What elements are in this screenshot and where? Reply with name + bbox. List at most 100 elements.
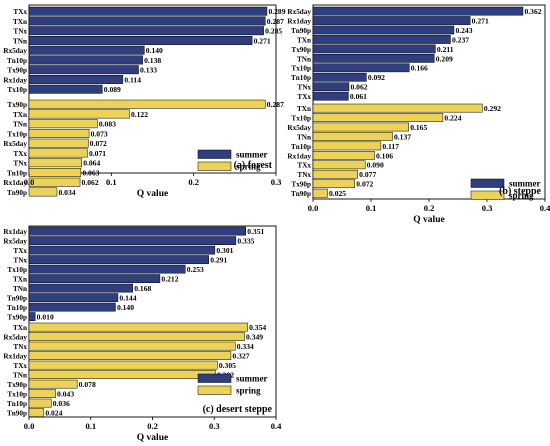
category-label: Rx1day [3, 228, 27, 236]
data-label: 0.292 [484, 104, 501, 113]
bar [28, 6, 268, 16]
category-label: TXn [13, 276, 27, 284]
category-label: TNx [297, 171, 311, 179]
category-label: Tx90p [7, 101, 27, 109]
legend: summer spring [197, 374, 268, 396]
x-tick-label: 0.2 [147, 421, 158, 431]
bar [312, 132, 393, 141]
category-label: Tx90p [7, 67, 27, 75]
category-label: TXx [13, 8, 27, 16]
data-label: 0.168 [134, 284, 151, 293]
data-label: 0.137 [394, 132, 411, 141]
data-label: 0.140 [117, 303, 134, 312]
bar [312, 151, 375, 160]
data-label: 0.211 [437, 45, 454, 54]
legend-entry: spring [509, 191, 534, 201]
category-label: Tx90p [291, 46, 311, 54]
category-label: Tn10p [7, 304, 27, 312]
bar [28, 119, 98, 129]
data-label: 0.224 [444, 113, 461, 122]
category-label: Tn90p [7, 189, 27, 197]
bar [28, 360, 218, 370]
data-label: 0.089 [104, 85, 121, 94]
bar [28, 379, 78, 389]
category-label: TXn [297, 36, 311, 44]
data-label: 0.351 [247, 227, 264, 236]
data-label: 0.062 [82, 178, 99, 187]
x-axis-label: Q value [137, 433, 168, 443]
bar [28, 312, 36, 321]
data-label: 0.063 [82, 168, 99, 177]
category-label: TNn [13, 372, 27, 380]
x-axis-label: Q value [137, 189, 168, 199]
data-label: 0.106 [376, 151, 393, 160]
bar [28, 26, 264, 36]
bar [312, 16, 471, 25]
data-label: 0.209 [436, 54, 453, 63]
category-label: Tx90p [7, 381, 27, 389]
bar [312, 35, 451, 44]
category-label: Tn10p [291, 143, 311, 151]
bar [312, 113, 444, 122]
data-label: 0.285 [265, 27, 282, 36]
category-label: Tx10p [291, 114, 311, 122]
bar [28, 55, 143, 65]
data-label: 0.117 [382, 142, 399, 151]
category-label: Tn10p [7, 169, 27, 177]
data-label: 0.305 [219, 361, 236, 370]
category-label: Tx10p [7, 391, 27, 399]
panel-label: (c) desert steppe [203, 404, 273, 415]
data-label: 0.287 [267, 17, 284, 26]
category-label: Rx5day [3, 140, 27, 148]
x-tick-label: 0.3 [209, 421, 220, 431]
data-label: 0.073 [91, 129, 108, 138]
category-label: Tx90p [291, 181, 311, 189]
category-label: Tx10p [7, 130, 27, 138]
category-label: Tn10p [7, 57, 27, 65]
bar [312, 160, 366, 170]
data-label: 0.291 [210, 256, 227, 265]
bar [312, 122, 409, 132]
data-label: 0.362 [524, 7, 541, 16]
bar [28, 332, 245, 341]
bar [28, 65, 139, 75]
data-label: 0.010 [37, 313, 54, 322]
data-label: 0.078 [79, 380, 96, 389]
bar [28, 168, 82, 177]
legend: summer spring [197, 150, 268, 172]
legend-swatch [470, 178, 505, 188]
bar [28, 302, 116, 312]
data-label: 0.114 [124, 75, 141, 84]
category-label: Rx1day [287, 152, 311, 160]
data-label: 0.092 [368, 73, 385, 82]
category-label: Tn90p [291, 27, 311, 35]
bar [28, 255, 209, 264]
category-label: TNx [297, 84, 311, 92]
legend-entry: summer [236, 374, 268, 384]
data-label: 0.090 [367, 161, 384, 170]
bar [312, 63, 410, 73]
bar [28, 226, 246, 236]
x-tick-label: 0.1 [366, 203, 377, 213]
x-tick-label: 0.4 [271, 421, 282, 431]
bar [28, 274, 161, 283]
chart-panel-1: TXx 0.289 TXn 0.287 TNx 0.285 TNn 0.271 Rx5day 0.… [3, 4, 286, 199]
data-label: 0.062 [350, 83, 367, 92]
category-label: TNn [13, 285, 27, 293]
legend-entry: summer [509, 179, 541, 189]
category-label: TNx [13, 343, 27, 351]
legend-swatch [197, 161, 232, 171]
bar [28, 283, 133, 293]
bar [28, 99, 266, 109]
bar [28, 75, 124, 84]
bar [28, 84, 103, 94]
bar [28, 389, 56, 398]
category-label: Rx5day [3, 47, 27, 55]
category-label: TNn [297, 55, 311, 63]
chart-panel-2: Rx5day 0.362 Rx1day 0.271 Tn90p 0.243 TXn 0.237… [287, 4, 550, 225]
data-label: 0.083 [99, 120, 116, 129]
legend-entry: summer [236, 150, 268, 160]
x-tick-label: 0.2 [188, 177, 199, 187]
data-label: 0.077 [359, 170, 376, 179]
